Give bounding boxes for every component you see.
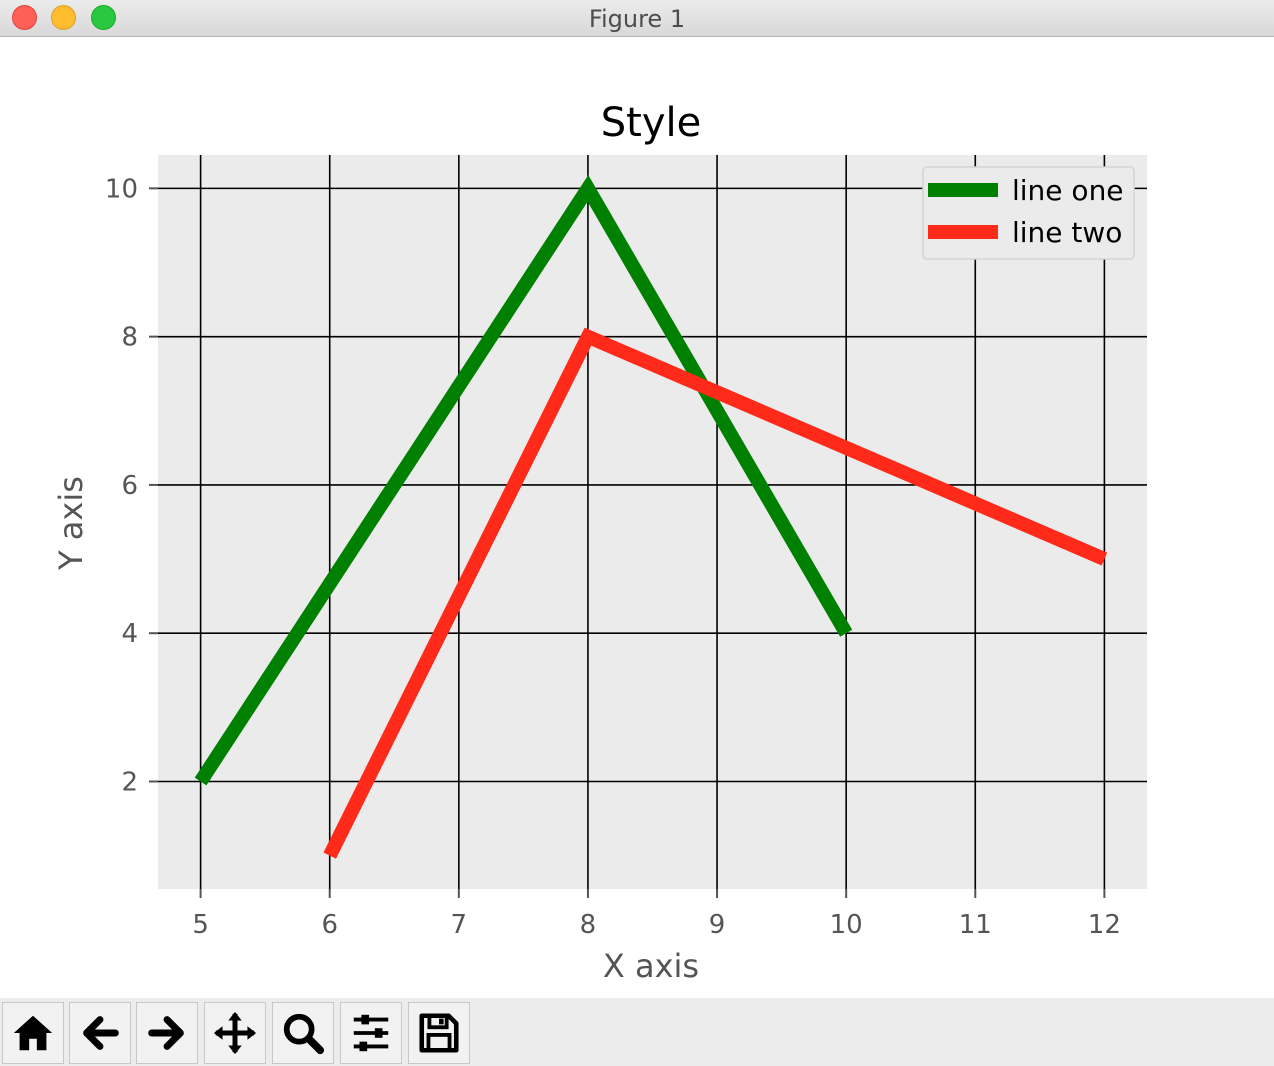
save-icon [419, 1013, 459, 1053]
save-button[interactable] [408, 1002, 470, 1064]
y-tick-label: 8 [121, 323, 138, 353]
y-axis-ticks: 2 4 6 8 10 [105, 174, 158, 797]
back-button[interactable] [69, 1002, 131, 1064]
y-tick-label: 10 [105, 174, 138, 204]
figure-canvas: 5 6 7 8 9 10 11 12 2 4 6 8 10 Style X axis Y axis l… [0, 38, 1274, 998]
series-line-2 [323, 327, 1108, 859]
window-title: Figure 1 [588, 5, 686, 33]
minimize-window-button[interactable] [51, 5, 76, 30]
series-line-1 [194, 175, 853, 786]
series-lines [194, 175, 1108, 859]
arrow-left-icon [83, 1016, 119, 1050]
y-tick-label: 4 [121, 619, 138, 649]
home-button[interactable] [2, 1002, 64, 1064]
legend: line one line two [922, 166, 1135, 260]
pan-button[interactable] [204, 1002, 266, 1064]
search-icon [283, 1013, 325, 1055]
zoom-button[interactable] [272, 1002, 334, 1064]
line-chart: 5 6 7 8 9 10 11 12 2 4 6 8 10 Style X axis Y axis l… [52, 100, 1147, 985]
move-icon [213, 1011, 257, 1055]
sliders-icon [353, 1014, 389, 1052]
navigation-toolbar [0, 998, 1274, 1066]
chart-title: Style [601, 100, 701, 146]
x-tick-label: 11 [959, 910, 992, 940]
x-tick-label: 10 [830, 910, 863, 940]
maximize-window-button[interactable] [91, 5, 116, 30]
window-titlebar: Figure 1 [0, 0, 1274, 37]
x-tick-label: 12 [1088, 910, 1121, 940]
x-tick-label: 9 [709, 910, 726, 940]
home-icon [13, 1015, 53, 1051]
x-tick-label: 7 [451, 910, 468, 940]
x-tick-label: 8 [580, 910, 597, 940]
x-axis-label: X axis [603, 947, 699, 985]
legend-line-one-label: line one [1012, 174, 1124, 207]
x-axis-ticks: 5 6 7 8 9 10 11 12 [192, 889, 1121, 940]
grid-lines [158, 155, 1147, 889]
arrow-right-icon [148, 1016, 184, 1050]
x-tick-label: 5 [192, 910, 209, 940]
y-tick-label: 2 [121, 767, 138, 797]
y-tick-label: 6 [121, 471, 138, 501]
y-axis-label: Y axis [52, 476, 90, 571]
x-tick-label: 6 [321, 910, 338, 940]
close-window-button[interactable] [12, 5, 37, 30]
forward-button[interactable] [136, 1002, 198, 1064]
plot-area [158, 155, 1147, 889]
legend-line-two-label: line two [1012, 216, 1122, 249]
configure-subplots-button[interactable] [340, 1002, 402, 1064]
